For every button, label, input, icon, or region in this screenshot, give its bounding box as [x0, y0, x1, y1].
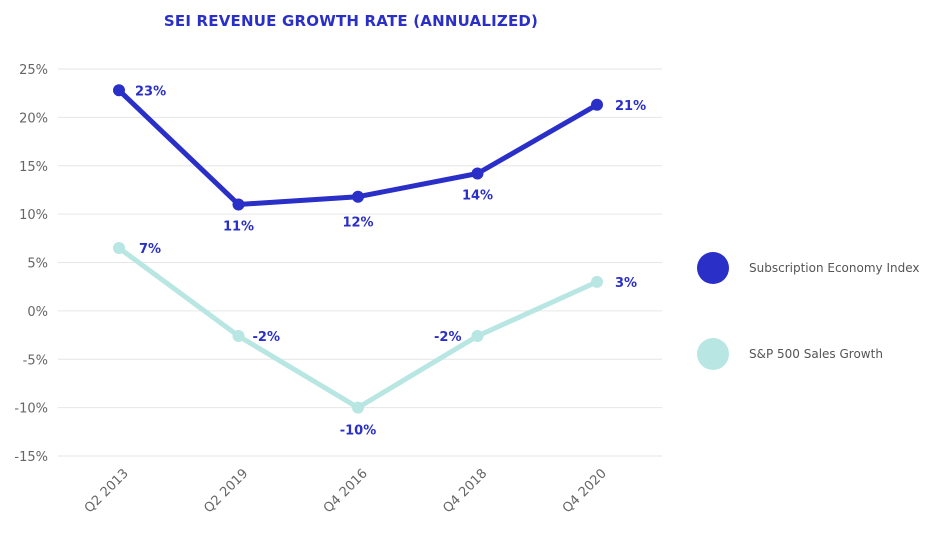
data-label: 7% [139, 242, 161, 257]
data-point [232, 330, 245, 343]
y-tick-label: 15% [19, 160, 48, 175]
series-line [116, 245, 600, 411]
y-tick-label: -5% [23, 353, 48, 368]
data-point [113, 241, 125, 254]
y-tick-label: 25% [19, 63, 48, 78]
data-label: 21% [615, 99, 646, 114]
x-axis-ticks: Q2 2013 Q2 2019 Q4 2016 Q4 2018 Q4 2020 [82, 466, 610, 516]
series-layer [113, 84, 603, 414]
x-tick-label: Q4 2016 [321, 466, 371, 516]
data-point [232, 198, 245, 211]
series-line [116, 87, 600, 207]
x-tick-label: Q4 2020 [560, 466, 610, 516]
legend-label: S&P 500 Sales Growth [749, 347, 883, 361]
y-tick-label: 10% [19, 208, 48, 223]
data-label: -10% [340, 424, 377, 439]
data-label: -2% [253, 330, 280, 345]
data-point [591, 98, 603, 111]
legend-swatch-sp500-sales-growth [697, 338, 729, 370]
y-tick-label: -10% [14, 402, 48, 417]
y-axis-ticks: 25% 20% 15% 10% 5% 0% -5% -10% -15% [14, 63, 48, 465]
data-point [591, 275, 603, 288]
data-label: 12% [342, 216, 373, 231]
grid-layer [58, 68, 662, 457]
legend-item-subscription-economy-index: Subscription Economy Index [697, 250, 919, 286]
chart-title: SEI REVENUE GROWTH RATE (ANNUALIZED) [163, 12, 539, 30]
x-tick-label: Q2 2013 [82, 466, 132, 516]
data-labels: 7% -2% -10% -2% 3% 23% 11% 12% 14% 21% [135, 84, 646, 438]
data-point [352, 401, 364, 414]
data-label: 14% [462, 188, 493, 203]
legend-label: Subscription Economy Index [749, 261, 920, 275]
legend: Subscription Economy Index S&P 500 Sales… [697, 250, 919, 422]
data-label: -2% [434, 330, 461, 345]
y-tick-label: 0% [27, 305, 48, 320]
x-tick-label: Q4 2018 [440, 466, 490, 516]
data-point [471, 167, 484, 180]
x-tick-label: Q2 2019 [201, 466, 251, 516]
data-label: 23% [135, 84, 166, 99]
data-label: 3% [615, 276, 637, 291]
y-tick-label: -15% [14, 450, 48, 465]
y-tick-label: 5% [27, 257, 48, 272]
y-tick-label: 20% [19, 111, 48, 126]
data-point [471, 330, 484, 343]
data-label: 11% [223, 219, 254, 234]
data-point [352, 190, 364, 203]
legend-swatch-subscription-economy-index [697, 252, 729, 284]
data-point [113, 84, 125, 97]
legend-item-sp500-sales-growth: S&P 500 Sales Growth [697, 336, 919, 372]
